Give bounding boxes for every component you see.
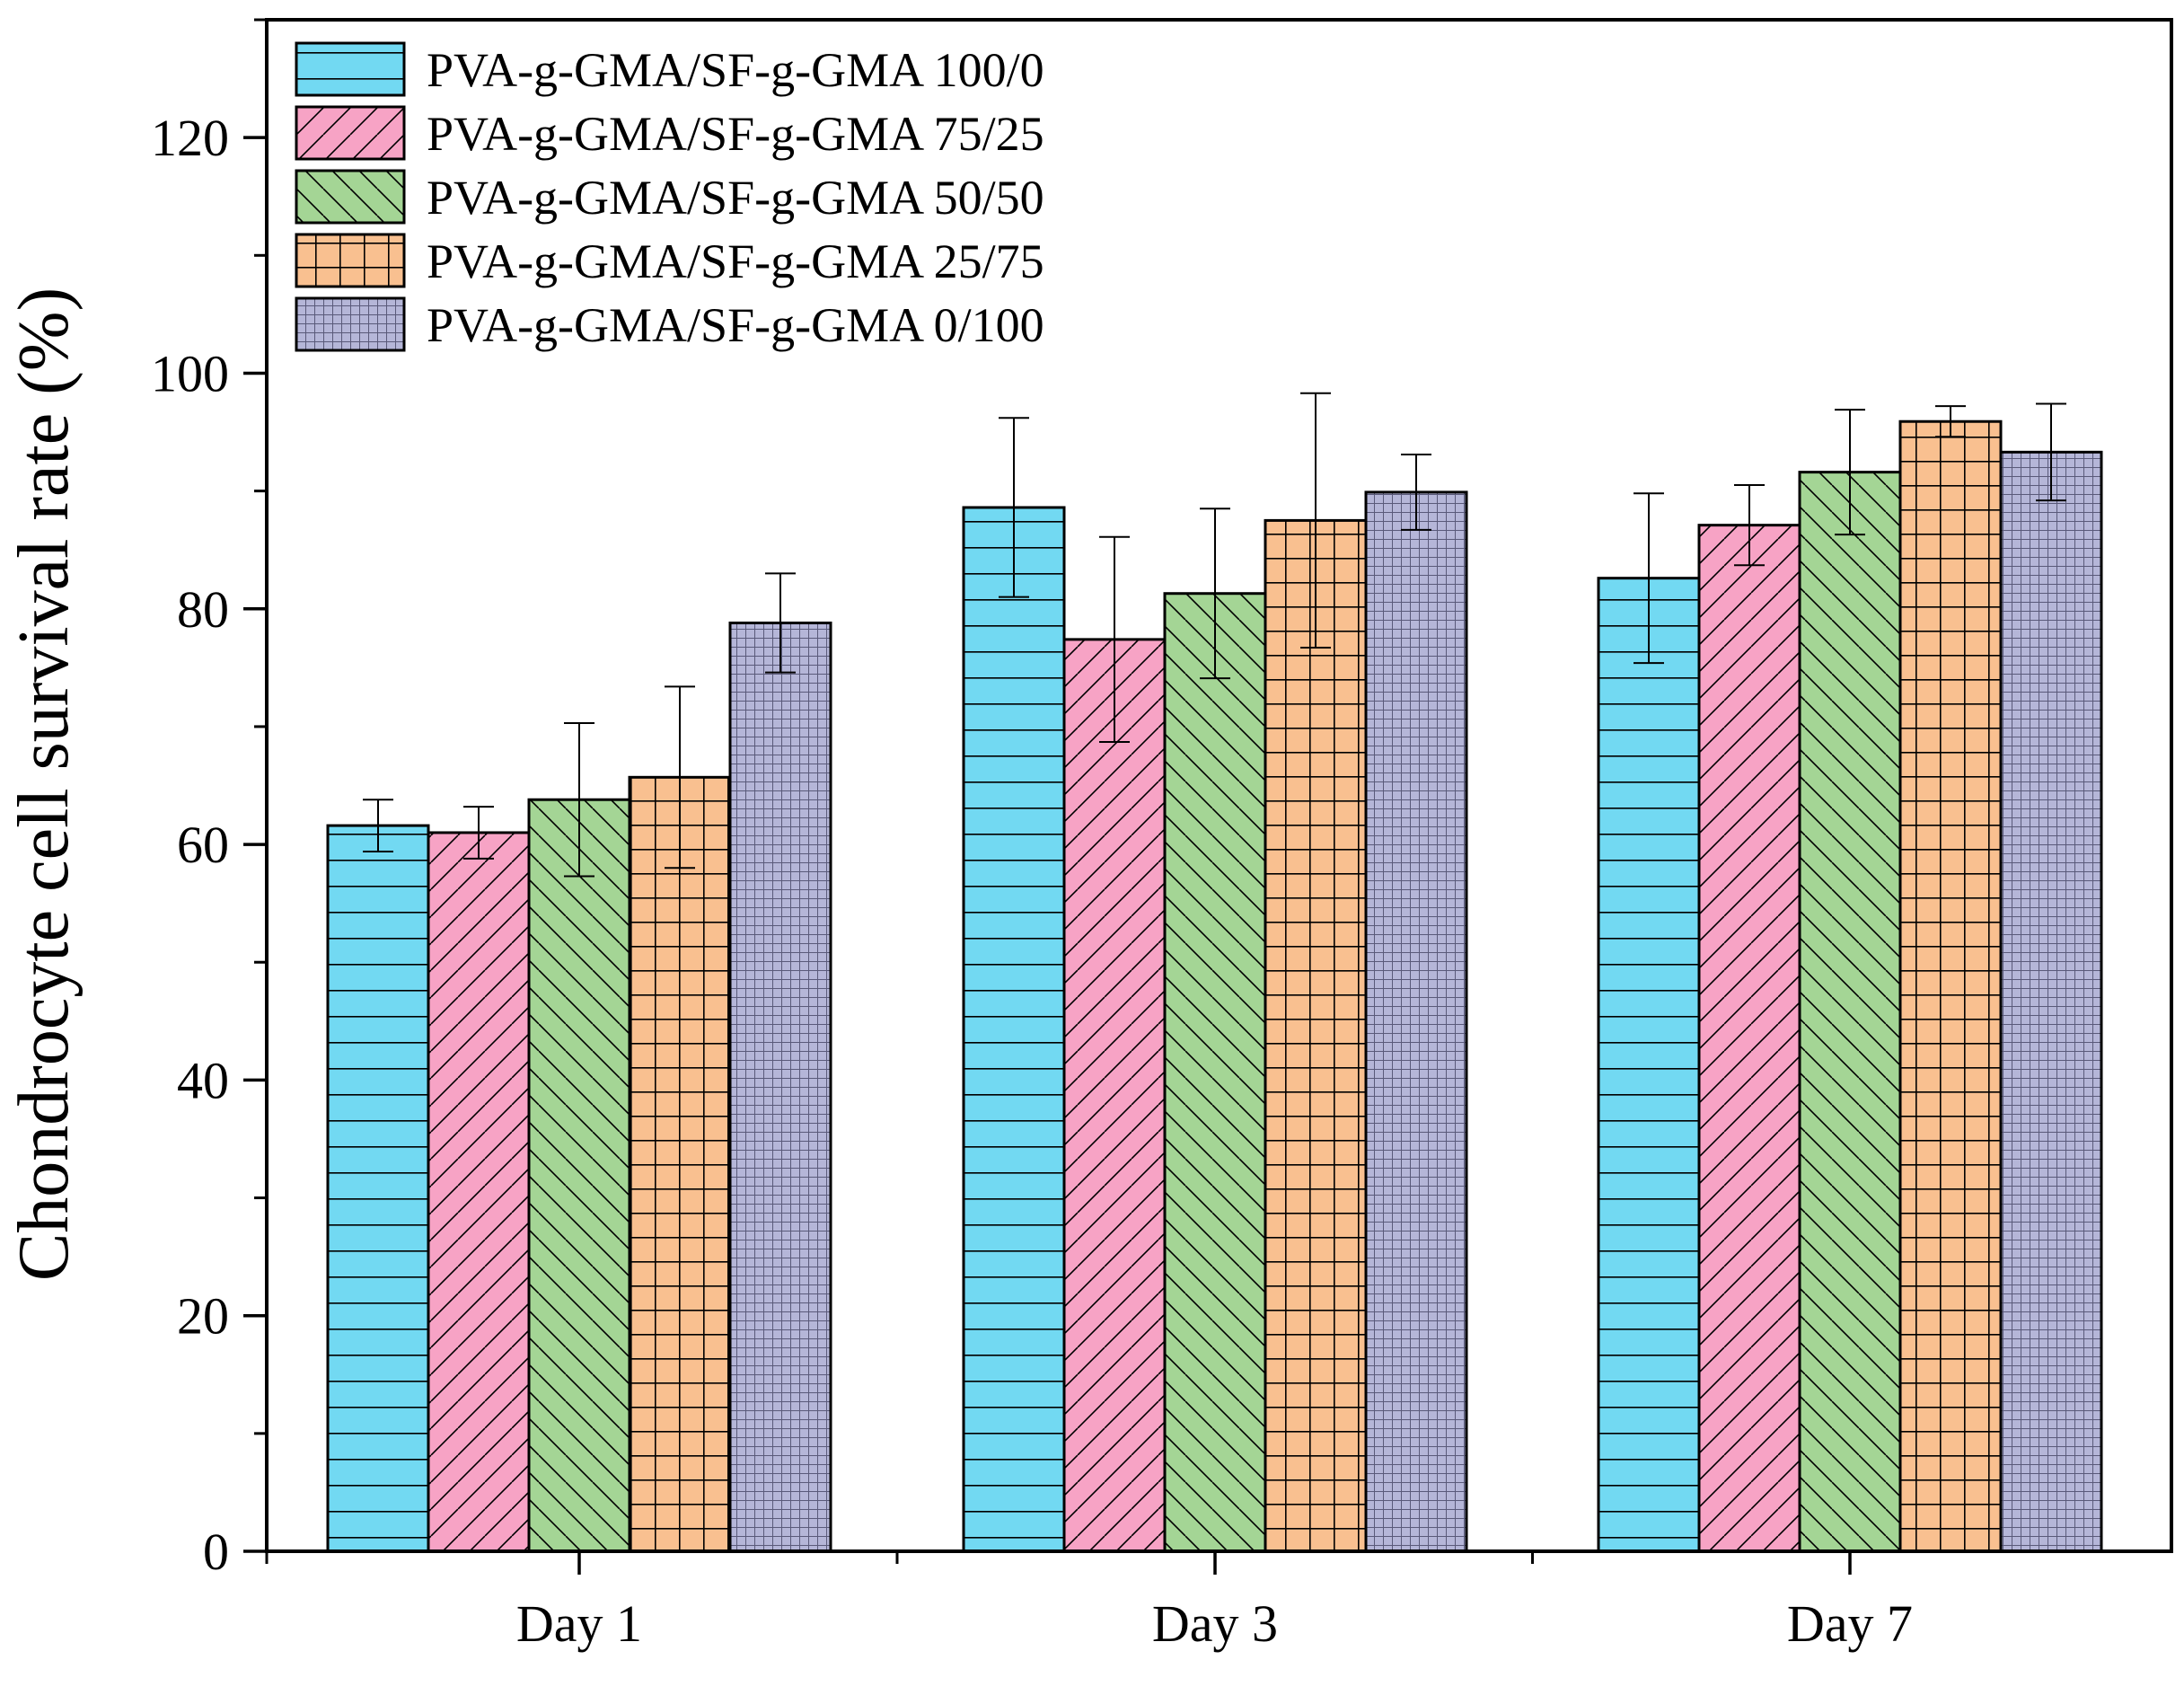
- bar-day-3-series-2: [1062, 638, 1167, 1553]
- legend: PVA-g-GMA/SF-g-GMA 100/0 PVA-g-GMA/SF-g-G…: [295, 41, 1044, 352]
- error-bar: [1300, 392, 1331, 649]
- legend-label: PVA-g-GMA/SF-g-GMA 50/50: [427, 171, 1044, 225]
- legend-item: PVA-g-GMA/SF-g-GMA 100/0: [295, 41, 1044, 97]
- error-bar: [363, 799, 393, 852]
- bar-day-7-series-5: [1999, 450, 2103, 1553]
- error-bar: [1099, 535, 1130, 743]
- y-axis-label: Chondrocyte cell survival rate (%): [4, 287, 84, 1281]
- legend-swatch: [295, 41, 406, 97]
- legend-swatch: [295, 296, 406, 352]
- y-tick-label: 40: [177, 1051, 229, 1109]
- y-tick-label: 0: [203, 1523, 229, 1581]
- legend-item: PVA-g-GMA/SF-g-GMA 0/100: [295, 296, 1044, 352]
- bar-day-3-series-5: [1364, 490, 1468, 1553]
- error-bar: [2036, 402, 2066, 502]
- bar-day-7-series-2: [1697, 524, 1801, 1553]
- bar-day-1-series-4: [628, 775, 732, 1553]
- bar-day-3-series-4: [1264, 518, 1368, 1553]
- legend-swatch: [295, 233, 406, 288]
- bar-day-1-series-3: [527, 798, 631, 1553]
- legend-label: PVA-g-GMA/SF-g-GMA 100/0: [427, 43, 1044, 97]
- y-tick-label: 20: [177, 1287, 229, 1346]
- error-bar: [765, 572, 796, 674]
- bars-layer: [326, 419, 2103, 1553]
- legend-label: PVA-g-GMA/SF-g-GMA 0/100: [427, 298, 1044, 352]
- legend-item: PVA-g-GMA/SF-g-GMA 75/25: [295, 105, 1044, 161]
- x-tick-label: Day 1: [516, 1594, 642, 1653]
- plot-frame: [265, 18, 2173, 1553]
- error-bar: [1200, 508, 1230, 680]
- y-tick-label: 120: [151, 109, 229, 167]
- error-bar: [999, 417, 1029, 598]
- y-tick-label: 80: [177, 580, 229, 639]
- legend-swatch: [295, 169, 406, 225]
- legend-swatch: [295, 105, 406, 161]
- bar-day-1-series-1: [326, 824, 430, 1553]
- error-bar: [1401, 453, 1431, 531]
- axes-layer: 0 20 40 60 80 100 120 Day 1 Day 3 Day 7: [151, 18, 2173, 1653]
- x-tick-label: Day 7: [1787, 1594, 1913, 1653]
- bar-day-3-series-1: [962, 506, 1066, 1553]
- bar-day-7-series-1: [1597, 577, 1701, 1553]
- bar-day-7-series-3: [1798, 471, 1902, 1553]
- legend-label: PVA-g-GMA/SF-g-GMA 75/25: [427, 107, 1044, 161]
- x-tick-label: Day 3: [1152, 1594, 1278, 1653]
- legend-item: PVA-g-GMA/SF-g-GMA 50/50: [295, 169, 1044, 225]
- error-bar: [1935, 405, 1966, 438]
- error-bar: [1835, 409, 1865, 536]
- error-bar: [1734, 484, 1765, 567]
- bar-day-1-series-5: [728, 622, 832, 1553]
- y-tick-label: 60: [177, 816, 229, 874]
- error-bar: [564, 721, 594, 878]
- bar-day-3-series-3: [1163, 592, 1267, 1553]
- bar-day-1-series-2: [427, 831, 531, 1553]
- error-bar: [1634, 492, 1664, 665]
- legend-label: PVA-g-GMA/SF-g-GMA 25/75: [427, 234, 1044, 288]
- y-tick-label: 100: [151, 344, 229, 402]
- bar-day-7-series-4: [1898, 419, 2003, 1553]
- error-bars-layer: [363, 392, 2066, 878]
- legend-item: PVA-g-GMA/SF-g-GMA 25/75: [295, 233, 1044, 288]
- error-bar: [463, 806, 494, 860]
- error-bar: [665, 685, 695, 870]
